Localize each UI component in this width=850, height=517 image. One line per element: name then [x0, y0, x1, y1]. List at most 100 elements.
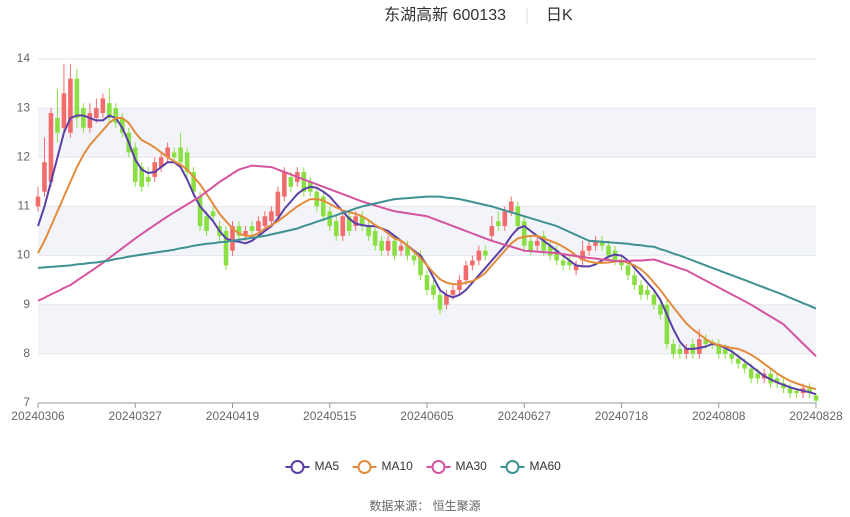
candle-body	[340, 216, 346, 236]
candle-body	[35, 196, 41, 207]
candle-body	[262, 216, 268, 227]
candle-body	[282, 172, 287, 197]
candle-body	[580, 250, 585, 261]
candle-body	[210, 211, 216, 217]
candle-body	[119, 117, 125, 133]
candle-body	[794, 390, 799, 394]
candle-body	[191, 172, 196, 192]
y-tick-label: 11	[18, 199, 31, 213]
legend-marker	[431, 460, 446, 474]
candle-body	[223, 231, 229, 266]
candle-body	[243, 231, 248, 236]
candle-body	[74, 78, 80, 118]
legend-marker	[505, 460, 520, 474]
y-tick-label: 9	[23, 297, 30, 311]
source-note: 数据来源： 恒生聚源	[369, 498, 480, 513]
y-tick-label: 14	[17, 51, 31, 65]
candle-body	[489, 226, 495, 236]
candle-body	[398, 245, 404, 251]
candle-body	[716, 344, 722, 354]
candle-body	[385, 240, 391, 251]
x-tick-label: 20240808	[692, 409, 746, 423]
y-tick-label: 8	[23, 346, 30, 360]
legend-label: MA30	[456, 459, 488, 473]
candle-body	[508, 201, 514, 212]
grid-band	[38, 206, 816, 256]
candle-body	[722, 348, 728, 354]
candle-body	[787, 388, 793, 394]
candle-body	[249, 226, 255, 231]
candle-body	[742, 363, 747, 369]
x-tick-label: 20240627	[498, 409, 552, 423]
candle-body	[145, 176, 151, 182]
candle-body	[638, 285, 644, 295]
x-tick-label: 20240327	[109, 409, 163, 423]
candle-body	[554, 250, 559, 261]
candle-body	[625, 265, 631, 276]
candle-body	[651, 294, 657, 305]
candle-body	[748, 368, 754, 379]
candle-body	[664, 304, 670, 345]
candle-body	[48, 113, 54, 182]
candle-body	[320, 196, 326, 217]
candle-body	[470, 260, 475, 266]
candle-body	[431, 285, 436, 295]
y-tick-label: 12	[17, 149, 31, 163]
candle-body	[68, 78, 73, 133]
candle-body	[55, 117, 60, 133]
candle-body	[547, 245, 553, 256]
candle-body	[359, 216, 365, 227]
candle-body	[107, 103, 112, 118]
candle-body	[697, 339, 702, 354]
y-tick-label: 13	[17, 100, 31, 114]
candle-body	[444, 294, 449, 305]
candle-body	[405, 245, 410, 256]
candle-body	[476, 250, 482, 261]
candle-body	[541, 235, 546, 251]
candle-body	[521, 221, 527, 246]
ma-line	[37, 195, 817, 310]
candle-body	[346, 216, 352, 231]
candle-body	[327, 211, 333, 227]
legend-label: MA10	[382, 459, 414, 473]
candle-body	[658, 304, 663, 315]
candle-body	[275, 191, 281, 217]
x-tick-label: 20240306	[11, 409, 65, 423]
candle-body	[560, 260, 566, 266]
x-tick-label: 20240605	[400, 409, 454, 423]
grid-band	[38, 108, 816, 158]
candle-body	[87, 113, 93, 128]
x-tick-label: 20240515	[303, 409, 357, 423]
candle-body	[424, 275, 430, 290]
candle-body	[353, 216, 358, 227]
candle-body	[158, 157, 164, 168]
ma-line	[37, 117, 817, 391]
candle-body	[301, 172, 307, 192]
candle-body	[586, 245, 592, 251]
candle-body	[171, 152, 177, 158]
candle-body	[61, 93, 67, 128]
x-tick-label: 20240718	[595, 409, 649, 423]
candle-body	[269, 211, 274, 222]
y-tick-label: 7	[23, 395, 30, 409]
x-tick-label: 20240419	[206, 409, 260, 423]
candle-body	[197, 196, 203, 227]
candle-body	[528, 240, 534, 251]
candle-body	[774, 378, 780, 384]
candle-body	[411, 255, 417, 261]
candle-body	[204, 216, 209, 231]
legend-marker	[357, 460, 372, 474]
candle-body	[100, 98, 106, 114]
candle-body	[113, 108, 119, 123]
candle-body	[139, 167, 145, 187]
candle-body	[372, 231, 378, 246]
candle-body	[288, 176, 294, 187]
candle-body	[230, 226, 235, 251]
candle-body	[573, 265, 579, 271]
candle-body	[599, 240, 605, 246]
candle-body	[496, 221, 501, 227]
candle-body	[42, 162, 47, 192]
candle-body	[94, 108, 99, 118]
candle-body	[178, 147, 183, 163]
legend-label: MA5	[315, 459, 340, 473]
